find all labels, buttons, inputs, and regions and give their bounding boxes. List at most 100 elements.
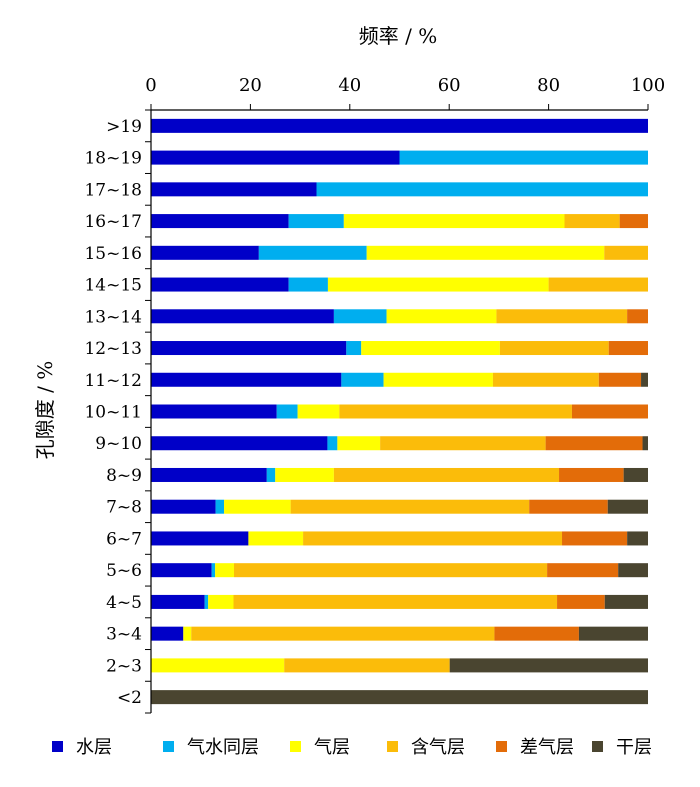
y-axis-title: 孔隙度 / %: [33, 361, 57, 459]
bar-segment-16-4: [494, 626, 579, 641]
bar-segment-7-3: [499, 341, 609, 356]
bar-segment-1-0: [151, 150, 400, 165]
bar-segment-11-4: [559, 467, 624, 482]
bar-segment-13-2: [248, 531, 304, 546]
bar-segment-9-3: [339, 404, 572, 419]
bar-segment-4-3: [604, 245, 648, 260]
x-tick-label-1: 20: [239, 75, 262, 96]
bar-segment-6-2: [386, 309, 497, 324]
bar-segment-11-0: [151, 467, 267, 482]
bar-segment-12-1: [215, 499, 225, 514]
y-tick-label-3: 16~17: [84, 212, 142, 232]
y-tick-label-17: 2~3: [106, 656, 142, 676]
bar-segment-2-1: [316, 182, 648, 197]
bar-segment-8-1: [341, 372, 384, 387]
x-tick-label-2: 40: [338, 75, 361, 96]
bar-segment-3-3: [564, 214, 620, 229]
bar-segment-15-0: [151, 594, 205, 609]
bar-segment-14-2: [215, 563, 234, 578]
bar-segment-5-3: [548, 277, 648, 292]
legend-label-3: 含气层: [411, 737, 465, 758]
y-tick-label-13: 6~7: [106, 529, 142, 549]
bar-segment-9-2: [297, 404, 340, 419]
bar-segment-7-4: [608, 341, 648, 356]
y-tick-label-0: >19: [106, 117, 142, 137]
x-tick-label-5: 100: [631, 75, 665, 96]
bar-segment-12-2: [224, 499, 291, 514]
bar-segment-4-1: [258, 245, 367, 260]
legend: 水层 气水同层 气层 含气层 差气层 干层: [52, 737, 652, 758]
legend-label-1: 气水同层: [187, 737, 259, 758]
bar-segment-11-5: [623, 467, 648, 482]
bar-segment-10-4: [545, 436, 643, 451]
bar-segment-3-0: [151, 214, 289, 229]
bar-segment-9-0: [151, 404, 277, 419]
bar-segment-18-5: [151, 690, 648, 705]
bar-segment-8-0: [151, 372, 342, 387]
bars-group: [151, 118, 648, 705]
y-tick-label-18: <2: [117, 688, 142, 708]
bar-segment-4-0: [151, 245, 259, 260]
bar-segment-8-2: [383, 372, 493, 387]
bar-segment-14-5: [618, 563, 648, 578]
bar-segment-14-3: [233, 563, 548, 578]
x-tick-label-0: 0: [145, 75, 156, 96]
bar-segment-6-1: [333, 309, 387, 324]
bar-segment-10-3: [380, 436, 546, 451]
bar-segment-10-1: [327, 436, 338, 451]
legend-label-0: 水层: [76, 737, 112, 758]
bar-segment-7-0: [151, 341, 347, 356]
bar-segment-12-3: [290, 499, 530, 514]
bar-segment-16-5: [578, 626, 648, 641]
y-tick-label-4: 15~16: [84, 244, 142, 264]
bar-segment-17-3: [284, 658, 450, 673]
bar-segment-10-0: [151, 436, 328, 451]
bar-segment-7-2: [361, 341, 500, 356]
bar-segment-15-4: [557, 594, 605, 609]
legend-swatch-3: [387, 741, 398, 752]
bar-segment-13-4: [562, 531, 628, 546]
bar-segment-6-3: [496, 309, 628, 324]
y-tick-label-9: 10~11: [84, 403, 142, 423]
y-tick-label-7: 12~13: [84, 339, 142, 359]
y-tick-label-16: 3~4: [106, 625, 142, 645]
bar-segment-12-5: [607, 499, 648, 514]
bar-segment-5-2: [327, 277, 549, 292]
x-axis-ticks: 0 20 40 60 80 100: [145, 75, 665, 110]
bar-segment-11-3: [333, 467, 560, 482]
bar-segment-4-2: [366, 245, 605, 260]
y-tick-label-14: 5~6: [106, 561, 142, 581]
legend-label-5: 干层: [616, 737, 652, 758]
y-tick-label-6: 13~14: [84, 307, 142, 327]
bar-segment-8-5: [641, 372, 648, 387]
bar-segment-3-2: [343, 214, 565, 229]
bar-segment-5-0: [151, 277, 289, 292]
y-tick-label-8: 11~12: [84, 371, 142, 391]
bar-segment-14-1: [211, 563, 216, 578]
y-axis-ticks: >19 18~19 17~18 16~17 15~16 14~15 13~14 12~13 11…: [84, 109, 151, 714]
y-tick-label-12: 7~8: [106, 498, 142, 518]
legend-swatch-2: [290, 741, 301, 752]
bar-segment-5-1: [288, 277, 328, 292]
bar-segment-3-4: [619, 214, 648, 229]
legend-label-2: 气层: [314, 737, 350, 758]
bar-segment-9-4: [571, 404, 648, 419]
x-axis-title: 频率 / %: [359, 24, 437, 48]
bar-segment-15-5: [604, 594, 648, 609]
bar-segment-2-0: [151, 182, 317, 197]
bar-segment-1-1: [399, 150, 648, 165]
bar-segment-12-0: [151, 499, 216, 514]
bar-segment-16-3: [191, 626, 495, 641]
bar-segment-16-0: [151, 626, 184, 641]
bar-segment-3-1: [288, 214, 344, 229]
legend-swatch-1: [163, 741, 174, 752]
bar-segment-10-5: [642, 436, 648, 451]
y-tick-label-15: 4~5: [106, 593, 142, 613]
bar-segment-0-0: [151, 118, 648, 133]
bar-segment-13-3: [303, 531, 563, 546]
y-tick-label-11: 8~9: [106, 466, 142, 486]
axes: [150, 109, 648, 713]
bar-segment-17-2: [151, 658, 285, 673]
bar-segment-6-4: [627, 309, 648, 324]
